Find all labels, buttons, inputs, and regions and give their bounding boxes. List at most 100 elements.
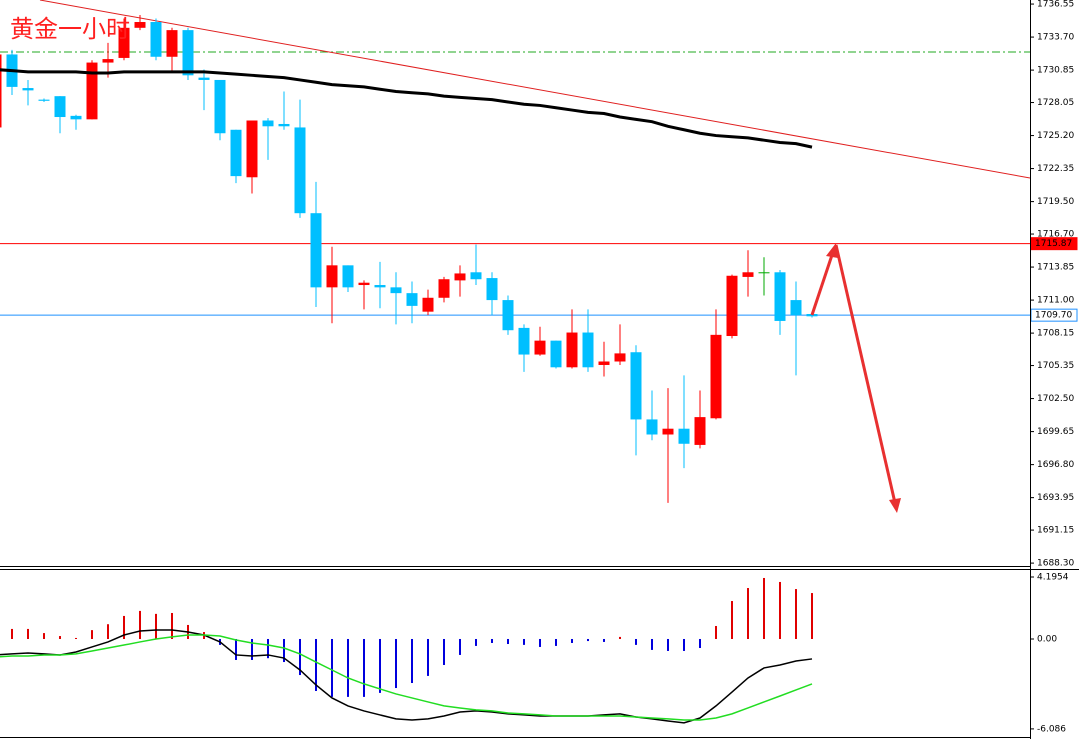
candle-body: [726, 275, 738, 337]
candle-body: [214, 79, 226, 134]
histogram-bar: [523, 638, 525, 645]
histogram-bar: [155, 613, 157, 639]
candle-body: [118, 27, 130, 58]
histogram-bar: [763, 577, 765, 639]
candle-body: [742, 272, 754, 277]
y-tick-label: 0.00: [1037, 634, 1057, 644]
histogram-bar: [571, 638, 573, 643]
histogram-bar: [731, 601, 733, 639]
y-tick-label: 1711.00: [1037, 296, 1074, 306]
histogram-bar: [91, 630, 93, 639]
candle-body: [614, 353, 626, 362]
candle-body: [134, 22, 146, 28]
price-label: 1715.87: [1035, 239, 1072, 249]
candle-body: [38, 99, 50, 101]
candle-body: [390, 287, 402, 294]
histogram-bar: [363, 638, 365, 697]
y-tick-label: 1705.35: [1037, 361, 1074, 371]
histogram-bar: [299, 638, 301, 676]
candle-body: [582, 332, 594, 368]
histogram-bar: [555, 638, 557, 646]
candle-body: [470, 272, 482, 280]
histogram-bar: [475, 638, 477, 646]
histogram-bar: [811, 593, 813, 639]
y-tick-label: 1696.80: [1037, 460, 1074, 470]
histogram-bar: [107, 624, 109, 639]
macd-panel: 4.1954 0.00 -6.086: [0, 573, 1069, 734]
y-tick-label: 1719.50: [1037, 197, 1074, 207]
arrow-head: [889, 498, 901, 513]
histogram-bar: [123, 615, 125, 639]
y-tick-label: 1733.70: [1037, 33, 1074, 43]
y-tick-label: -6.086: [1037, 724, 1066, 734]
candle-body: [326, 265, 338, 288]
candle-body: [662, 428, 674, 435]
candle-body: [358, 282, 370, 286]
candle-body: [102, 59, 114, 63]
histogram-bar: [507, 638, 509, 645]
candle-body: [646, 419, 658, 435]
candle-body: [694, 417, 706, 445]
histogram-bar: [267, 638, 269, 659]
histogram-bar: [747, 588, 749, 639]
histogram-bar: [395, 638, 397, 689]
y-tick-label: 1699.65: [1037, 427, 1074, 437]
price-label: 1709.70: [1035, 311, 1072, 321]
candle-body: [758, 272, 770, 274]
macd-line: [0, 634, 813, 721]
histogram-bar: [603, 638, 605, 642]
candle-body: [230, 129, 242, 177]
y-tick-label: 1725.20: [1037, 131, 1074, 141]
histogram-bar: [315, 638, 317, 691]
candle-body: [198, 77, 210, 80]
y-tick-label: 4.1954: [1037, 573, 1069, 583]
histogram-bar: [587, 638, 589, 642]
candle-body: [166, 30, 178, 57]
candle-body: [54, 96, 66, 118]
candle-body: [374, 285, 386, 288]
histogram-bar: [251, 638, 253, 660]
y-tick-label: 1688.30: [1037, 559, 1074, 569]
candle-body: [438, 279, 450, 298]
histogram-bar: [651, 638, 653, 650]
candle-body: [310, 213, 322, 288]
histogram-bar: [43, 633, 45, 639]
candle-body: [806, 313, 818, 317]
histogram-bar: [795, 589, 797, 639]
candle-body: [70, 115, 82, 120]
histogram-bar: [27, 628, 29, 639]
arrow-down: [834, 244, 897, 504]
candle-body: [598, 361, 610, 365]
candle-body: [86, 62, 98, 120]
histogram-bar: [427, 638, 429, 676]
candle-body: [502, 300, 514, 331]
y-tick-label: 1736.55: [1037, 0, 1074, 10]
candle-body: [182, 30, 194, 76]
candle-body: [342, 265, 354, 288]
candle-body: [406, 293, 418, 306]
y-tick-label: 1728.05: [1037, 98, 1074, 108]
candle-body: [278, 123, 290, 127]
histogram-bar: [347, 638, 349, 697]
y-tick-label: 1691.15: [1037, 526, 1074, 536]
y-tick-label: 1708.15: [1037, 329, 1074, 339]
y-tick-label: 1713.85: [1037, 263, 1074, 273]
histogram-bar: [171, 612, 173, 639]
candle-body: [518, 327, 530, 355]
histogram-bar: [715, 625, 717, 639]
trend-line: [39, 0, 1031, 179]
candle-body: [630, 352, 642, 420]
histogram-bar: [331, 638, 333, 697]
chart-title: 黄金一小时: [10, 15, 130, 43]
candle-body: [710, 334, 722, 419]
y-tick-label: 1722.35: [1037, 164, 1074, 174]
candle-body: [678, 428, 690, 444]
histogram-bar: [539, 638, 541, 647]
arrow-up: [810, 251, 835, 316]
histogram-bar: [667, 638, 669, 651]
candle-body: [294, 127, 306, 214]
histogram-bar: [411, 638, 413, 684]
candle-body: [486, 278, 498, 301]
